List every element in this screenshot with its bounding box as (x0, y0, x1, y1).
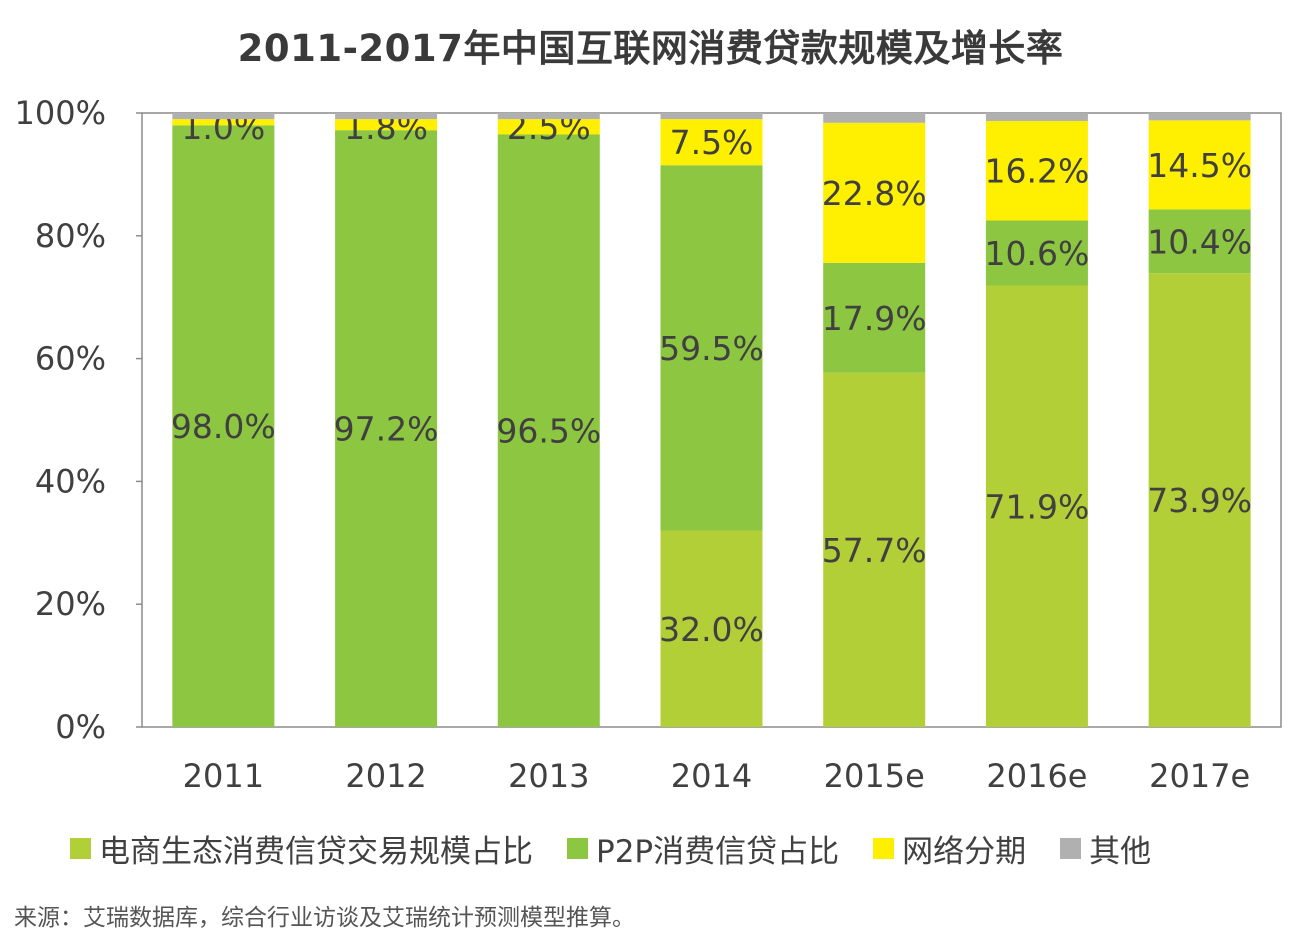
chart-legend: 电商生态消费信贷交易规模占比 P2P消费信贷占比 网络分期 其他 (70, 826, 1185, 871)
y-tick-label: 20% (35, 585, 106, 623)
data-label: 7.5% (670, 123, 754, 162)
bar-segment (1148, 113, 1251, 121)
source-note: 来源：艾瑞数据库，综合行业访谈及艾瑞统计预测模型推算。 (14, 905, 635, 931)
bar-segment (660, 113, 763, 120)
bar-segment (172, 113, 275, 120)
bar-segment (335, 130, 438, 727)
data-label: 57.7% (822, 531, 927, 570)
legend-item-other: 其他 (1060, 826, 1151, 871)
bar-segment (985, 220, 1088, 286)
y-tick-label: 100% (15, 94, 106, 132)
bar-segment (172, 125, 275, 727)
legend-swatch-installment (873, 838, 895, 859)
bar-segment (660, 119, 763, 166)
x-tick-label: 2017e (1149, 757, 1250, 795)
data-label: 22.8% (822, 174, 927, 213)
bar-segment (660, 530, 763, 727)
y-tick-label: 60% (35, 340, 106, 378)
data-label: 32.0% (659, 610, 764, 649)
bar-segment (335, 113, 438, 120)
data-label: 17.9% (822, 299, 927, 338)
data-label: 10.4% (1147, 222, 1252, 261)
bar-segment (497, 134, 600, 728)
bar-segment (660, 165, 763, 531)
data-label: 10.6% (985, 234, 1090, 273)
bar-segment (985, 113, 1088, 121)
legend-label-installment: 网络分期 (902, 834, 1027, 870)
legend-label-p2p: P2P消费信贷占比 (596, 834, 840, 870)
data-label: 16.2% (985, 152, 1090, 191)
y-tick-label: 80% (35, 217, 106, 255)
x-tick-label: 2012 (345, 757, 426, 795)
bar-segment (1148, 273, 1251, 727)
x-tick-label: 2011 (183, 757, 264, 795)
legend-swatch-p2p (567, 838, 588, 859)
data-label: 73.9% (1147, 481, 1252, 520)
data-label: 97.2% (334, 410, 439, 449)
legend-item-p2p: P2P消费信贷占比 (567, 826, 839, 871)
legend-item-installment: 网络分期 (873, 826, 1026, 871)
legend-label-other: 其他 (1089, 834, 1152, 870)
data-label: 71.9% (985, 487, 1090, 526)
chart-title: 2011-2017年中国互联网消费贷款规模及增长率 (237, 27, 1064, 70)
y-tick-label: 0% (55, 708, 106, 746)
bar-segment (335, 119, 438, 131)
bar-segment (172, 119, 275, 126)
data-label: 98.0% (171, 407, 276, 446)
bar-segment (497, 113, 600, 120)
data-label: 59.5% (659, 329, 764, 368)
y-tick-label: 40% (35, 462, 106, 500)
legend-item-ecommerce: 电商生态消费信贷交易规模占比 (70, 826, 533, 871)
bar-segment (985, 285, 1088, 727)
bar-segment (1148, 120, 1251, 210)
data-label: 96.5% (496, 412, 601, 451)
bar-segment (985, 120, 1088, 221)
x-tick-label: 2016e (986, 757, 1087, 795)
bar-segment (497, 119, 600, 135)
data-label: 14.5% (1147, 146, 1252, 185)
bar-segment (823, 262, 926, 373)
bar-segment (823, 122, 926, 263)
bar-segment (823, 372, 926, 727)
legend-swatch-ecommerce (70, 838, 91, 859)
x-tick-label: 2014 (671, 757, 752, 795)
bar-segment (1148, 209, 1251, 274)
legend-label-ecommerce: 电商生态消费信贷交易规模占比 (99, 834, 533, 870)
x-tick-label: 2015e (824, 757, 925, 795)
legend-swatch-other (1060, 838, 1082, 859)
bar-segment (823, 113, 926, 123)
x-tick-label: 2013 (508, 757, 589, 795)
